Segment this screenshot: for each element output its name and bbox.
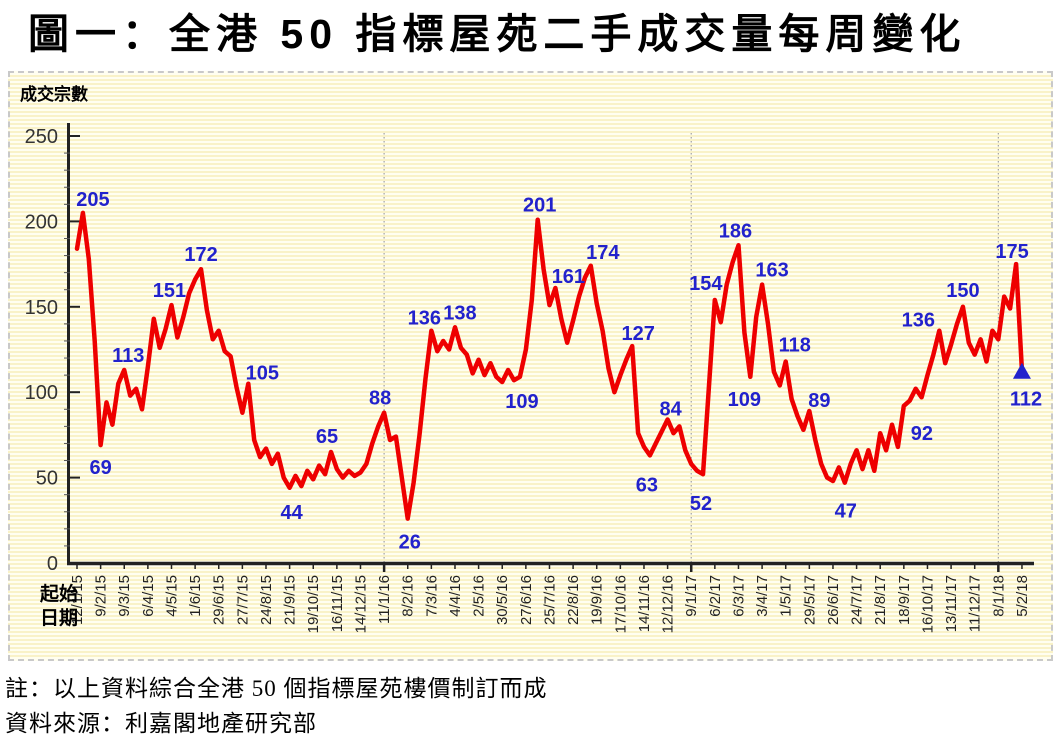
- point-label: 65: [316, 426, 338, 448]
- point-label: 105: [246, 363, 279, 385]
- point-label: 136: [408, 308, 441, 330]
- x-tick-label: 5/2/18: [1014, 575, 1031, 617]
- x-tick-label: 3/4/17: [754, 575, 771, 617]
- point-label: 52: [690, 493, 712, 515]
- page-title: 圖一：全港 50 指標屋苑二手成交量每周變化: [28, 11, 967, 57]
- point-label: 69: [89, 457, 111, 479]
- x-tick-label: 30/5/16: [494, 575, 511, 625]
- x-tick-label: 27/7/15: [234, 575, 251, 625]
- x-tick-label: 9/2/15: [93, 575, 110, 617]
- point-label: 186: [719, 220, 752, 242]
- point-label: 150: [946, 280, 979, 302]
- point-label: 112: [1010, 389, 1042, 411]
- point-label: 118: [779, 334, 811, 356]
- x-tick-label: 17/10/16: [612, 575, 629, 633]
- x-tick-label: 11/12/17: [967, 575, 984, 632]
- point-label: 92: [911, 423, 933, 445]
- point-label: 163: [755, 260, 788, 282]
- point-label: 175: [995, 241, 1028, 263]
- point-label: 26: [399, 532, 421, 554]
- x-tick-label: 12/1/15: [69, 575, 86, 625]
- point-label: 127: [621, 323, 654, 345]
- y-axis-title: 成交宗數: [20, 84, 88, 104]
- point-label: 89: [808, 390, 830, 412]
- x-tick-label: 2/5/16: [471, 575, 488, 617]
- x-tick-label: 8/1/18: [990, 575, 1007, 617]
- point-label: 47: [835, 501, 857, 523]
- point-label: 201: [523, 195, 556, 217]
- x-tick-label: 14/11/16: [636, 575, 653, 632]
- point-label: 172: [184, 244, 217, 266]
- point-label: 88: [369, 388, 391, 410]
- x-tick-label: 4/5/15: [163, 575, 180, 617]
- x-tick-label: 7/3/16: [423, 575, 440, 617]
- point-label: 174: [586, 242, 620, 264]
- x-tick-label: 12/12/16: [660, 575, 677, 633]
- x-tick-label: 13/11/17: [943, 575, 960, 632]
- x-tick-label: 24/7/17: [849, 575, 866, 625]
- point-label: 113: [112, 345, 144, 367]
- point-label: 109: [728, 389, 761, 411]
- y-tick-label: 50: [36, 468, 58, 490]
- point-label: 151: [153, 280, 186, 302]
- x-tick-label: 25/7/16: [541, 575, 558, 625]
- x-tick-label: 6/2/17: [707, 575, 724, 617]
- point-label: 44: [280, 502, 303, 524]
- x-tick-label: 8/2/16: [400, 575, 417, 617]
- y-tick-label: 200: [25, 211, 58, 233]
- latest-point-marker: [1012, 362, 1031, 379]
- y-tick-label: 250: [25, 126, 58, 148]
- x-tick-label: 9/1/17: [683, 575, 700, 617]
- x-tick-label: 6/4/15: [140, 575, 157, 617]
- x-tick-label: 29/5/17: [801, 575, 818, 625]
- point-label: 109: [505, 391, 538, 413]
- x-tick-label: 29/6/15: [211, 575, 228, 625]
- x-tick-label: 22/8/16: [565, 575, 582, 625]
- x-tick-label: 19/10/15: [305, 575, 322, 633]
- x-axis-title: 起始: [39, 582, 78, 605]
- x-tick-label: 27/6/16: [518, 575, 535, 625]
- point-label: 63: [636, 474, 658, 496]
- x-tick-label: 26/6/17: [825, 575, 842, 625]
- point-label: 205: [76, 189, 109, 211]
- point-label: 136: [902, 310, 935, 332]
- x-tick-label: 19/9/16: [589, 575, 606, 625]
- chart-panel: 0 50 100 150 200 250 12/1/15 9/2/15 9/3/15 6/4/15…: [8, 71, 1053, 661]
- x-tick-label: 16/11/15: [329, 575, 346, 632]
- point-label: 138: [443, 302, 476, 324]
- point-label: 154: [689, 273, 723, 295]
- y-tick-label: 0: [47, 553, 58, 575]
- x-tick-label: 14/12/15: [352, 575, 369, 633]
- x-tick-label: 4/4/16: [447, 575, 464, 617]
- source-note: 資料來源：利嘉閣地產研究部: [5, 711, 317, 736]
- x-tick-label: 16/10/17: [919, 575, 936, 633]
- y-tick-label: 150: [25, 297, 58, 319]
- series-line: [74, 210, 1025, 521]
- x-tick-label: 21/9/15: [282, 575, 299, 625]
- x-tick-label: 21/8/17: [872, 575, 889, 625]
- footnote: 註：以上資料綜合全港 50 個指標屋苑樓價制訂而成: [5, 676, 548, 701]
- point-label: 161: [552, 266, 585, 288]
- line-chart: 0 50 100 150 200 250 12/1/15 9/2/15 9/3/15 6/4/15…: [20, 84, 1042, 633]
- y-tick-label: 100: [25, 382, 58, 404]
- point-label: 84: [659, 399, 682, 421]
- x-tick-label: 11/1/16: [376, 575, 393, 624]
- x-tick-label: 6/3/17: [730, 575, 747, 617]
- x-tick-label: 1/6/15: [187, 575, 204, 617]
- x-tick-label: 1/5/17: [778, 575, 795, 617]
- x-tick-label: 18/9/17: [896, 575, 913, 625]
- x-axis-title: 日期: [40, 607, 78, 629]
- x-tick-label: 9/3/15: [116, 575, 133, 617]
- x-tick-label: 24/8/15: [258, 575, 275, 625]
